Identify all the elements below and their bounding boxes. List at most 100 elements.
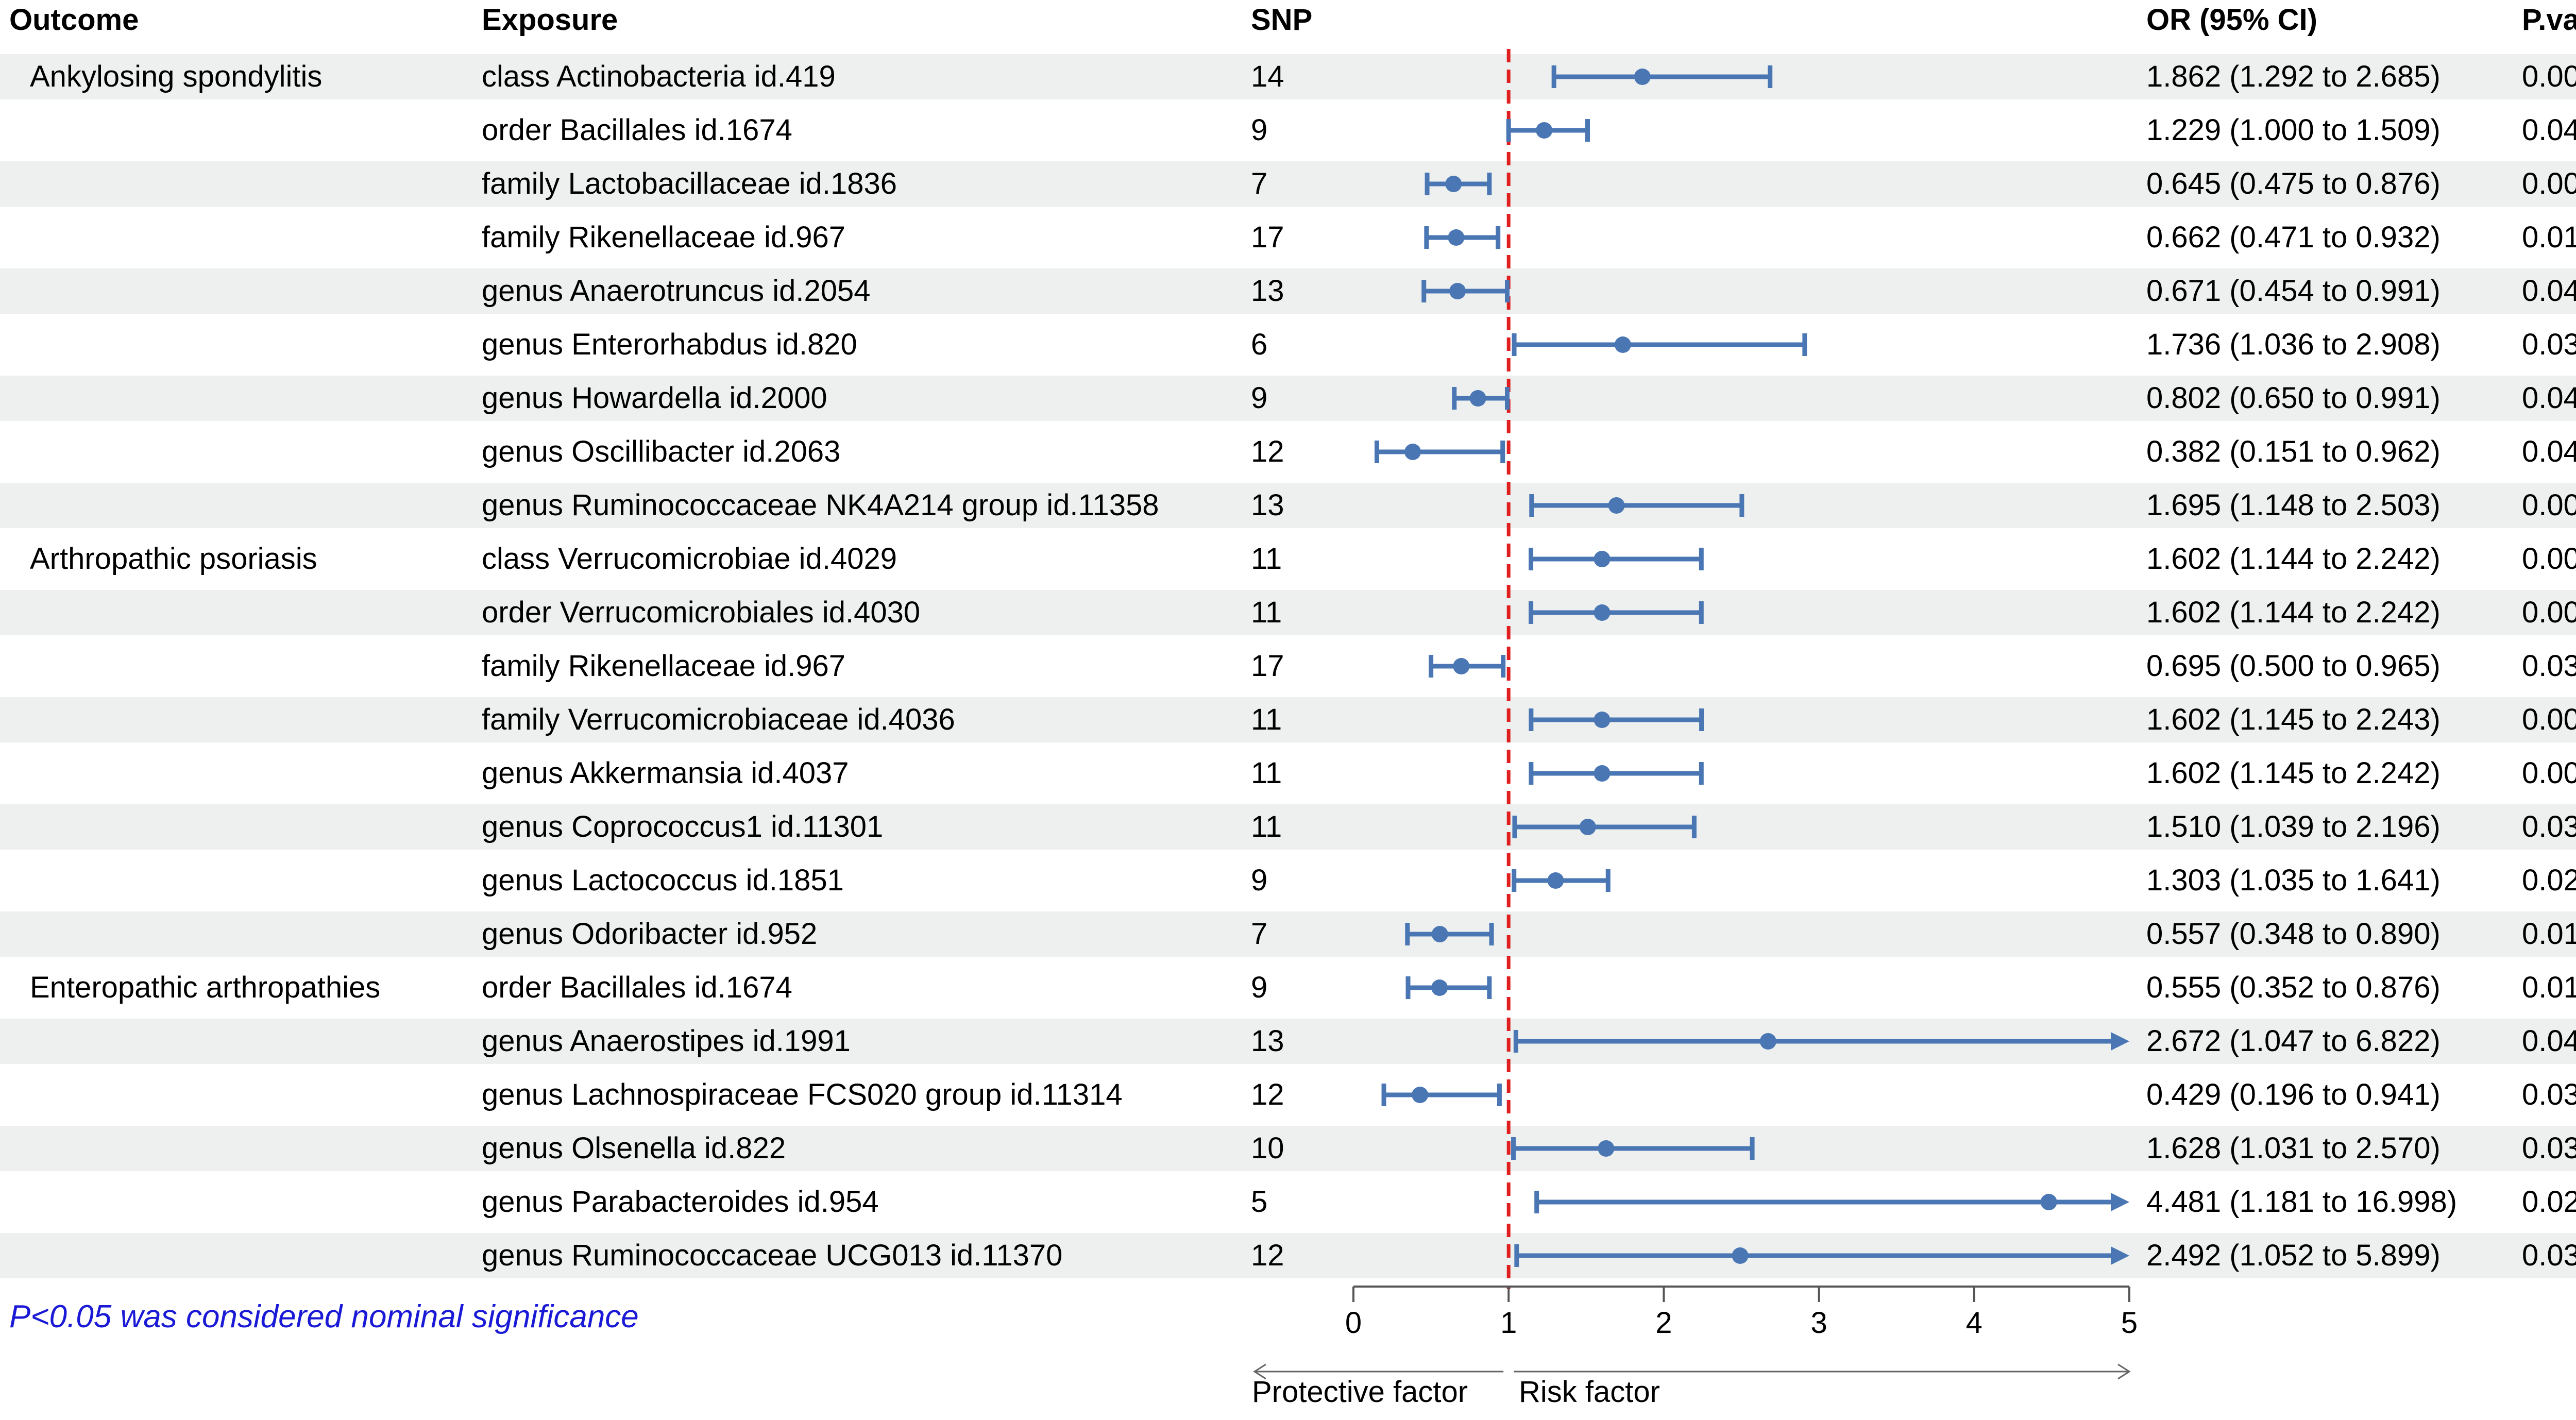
p-value-cell: 0.031	[2522, 810, 2576, 843]
point-estimate	[1431, 926, 1448, 942]
or-ci-cell: 1.628 (1.031 to 2.570)	[2146, 1131, 2441, 1165]
table-row: Ankylosing spondylitis class Actinobacter…	[0, 54, 2576, 99]
footnote: P<0.05 was considered nominal significan…	[9, 1299, 639, 1334]
snp-cell: 9	[1251, 113, 1268, 147]
snp-cell: 7	[1251, 917, 1268, 951]
p-value-cell: 0.006	[2522, 756, 2576, 790]
snp-cell: 11	[1251, 756, 1282, 790]
exposure-cell: genus Olsenella id.822	[482, 1131, 786, 1165]
table-row: genus Ruminococcaceae NK4A214 group id.1…	[0, 483, 2576, 528]
or-ci-cell: 0.695 (0.500 to 0.965)	[2146, 649, 2441, 683]
ci-arrow-head	[2111, 1193, 2129, 1211]
table-row: genus Ruminococcaceae UCG013 id.11370 12 2…	[0, 1233, 2576, 1278]
exposure-cell: genus Enterorhabdus id.820	[482, 328, 857, 361]
p-value-cell: 0.035	[2522, 1078, 2576, 1111]
table-row: genus Anaerostipes id.1991 13 2.672 (1.047…	[0, 1019, 2576, 1064]
or-ci-cell: 0.662 (0.471 to 0.932)	[2146, 221, 2441, 254]
exposure-cell: class Actinobacteria id.419	[482, 60, 836, 93]
point-estimate	[1579, 819, 1596, 835]
snp-cell: 12	[1251, 435, 1284, 468]
exposure-cell: class Verrucomicrobiae id.4029	[482, 542, 897, 576]
or-ci-cell: 1.510 (1.039 to 2.196)	[2146, 810, 2441, 843]
table-row: family Verrucomicrobiaceae id.4036 11 1.60…	[0, 697, 2576, 742]
or-ci-cell: 0.429 (0.196 to 0.941)	[2146, 1078, 2441, 1111]
point-estimate	[1759, 1033, 1776, 1050]
table-row: Enteropathic arthropathies order Bacillal…	[0, 965, 2576, 1010]
snp-cell: 9	[1251, 864, 1268, 897]
table-row: genus Lactococcus id.1851 9 1.303 (1.035 t…	[0, 858, 2576, 903]
point-estimate	[1448, 229, 1465, 246]
p-value-cell: 0.030	[2522, 649, 2576, 683]
table-row: genus Howardella id.2000 9 0.802 (0.650 to…	[0, 376, 2576, 421]
p-value-cell: 0.001	[2522, 60, 2576, 93]
table-row: genus Coprococcus1 id.11301 11 1.510 (1.03…	[0, 804, 2576, 850]
exposure-cell: genus Coprococcus1 id.11301	[482, 810, 884, 843]
exposure-cell: genus Parabacteroides id.954	[482, 1185, 879, 1219]
or-ci-cell: 1.695 (1.148 to 2.503)	[2146, 488, 2441, 522]
or-ci-cell: 1.602 (1.145 to 2.242)	[2146, 756, 2441, 790]
exposure-cell: genus Lachnospiraceae FCS020 group id.11…	[482, 1078, 1123, 1111]
point-estimate	[2040, 1194, 2057, 1210]
p-value-cell: 0.014	[2522, 917, 2576, 951]
snp-cell: 10	[1251, 1131, 1284, 1165]
p-value-cell: 0.005	[2522, 167, 2576, 200]
snp-cell: 12	[1251, 1239, 1284, 1272]
exposure-cell: genus Howardella id.2000	[482, 381, 827, 415]
or-ci-cell: 2.672 (1.047 to 6.822)	[2146, 1024, 2441, 1058]
exposure-cell: genus Anaerostipes id.1991	[482, 1024, 851, 1058]
p-value-cell: 0.038	[2522, 1239, 2576, 1272]
header-or-ci: OR (95% CI)	[2146, 3, 2317, 37]
table-row: genus Akkermansia id.4037 11 1.602 (1.145 …	[0, 751, 2576, 796]
x-tick-label: 1	[1500, 1306, 1517, 1340]
p-value-cell: 0.011	[2522, 971, 2576, 1004]
table-row: genus Anaerotruncus id.2054 13 0.671 (0.45…	[0, 268, 2576, 314]
exposure-cell: genus Lactococcus id.1851	[482, 864, 844, 897]
or-ci-cell: 0.382 (0.151 to 0.962)	[2146, 435, 2441, 468]
header-p-value: P.value	[2522, 3, 2576, 37]
or-ci-cell: 0.802 (0.650 to 0.991)	[2146, 381, 2441, 415]
header-outcome: Outcome	[9, 3, 139, 37]
snp-cell: 11	[1251, 596, 1282, 629]
risk-arrow-head	[2117, 1363, 2131, 1380]
outcome-cell: Enteropathic arthropathies	[30, 971, 381, 1004]
or-ci-cell: 1.602 (1.144 to 2.242)	[2146, 542, 2441, 576]
x-tick-label: 2	[1655, 1306, 1672, 1340]
header-exposure: Exposure	[482, 3, 618, 37]
snp-cell: 9	[1251, 381, 1268, 415]
or-ci-cell: 1.602 (1.144 to 2.242)	[2146, 596, 2441, 629]
exposure-cell: family Rikenellaceae id.967	[482, 649, 846, 683]
p-value-cell: 0.041	[2522, 381, 2576, 415]
exposure-cell: order Bacillales id.1674	[482, 971, 792, 1004]
table-row: family Rikenellaceae id.967 17 0.695 (0.50…	[0, 644, 2576, 689]
table-row: genus Enterorhabdus id.820 6 1.736 (1.036 …	[0, 322, 2576, 367]
point-estimate	[1547, 872, 1564, 889]
table-row: Arthropathic psoriasis class Verrucomicro…	[0, 536, 2576, 582]
table-row: order Bacillales id.1674 9 1.229 (1.000 to…	[0, 108, 2576, 153]
snp-cell: 11	[1251, 542, 1282, 576]
p-value-cell: 0.045	[2522, 274, 2576, 308]
p-value-cell: 0.008	[2522, 488, 2576, 522]
snp-cell: 11	[1251, 703, 1282, 736]
snp-cell: 14	[1251, 60, 1284, 93]
or-ci-cell: 0.645 (0.475 to 0.876)	[2146, 167, 2441, 200]
exposure-cell: genus Akkermansia id.4037	[482, 756, 849, 790]
ci-arrow-head	[2111, 1032, 2129, 1051]
point-estimate	[1598, 1140, 1615, 1157]
p-value-cell: 0.027	[2522, 1185, 2576, 1219]
point-estimate	[1594, 551, 1611, 567]
or-ci-cell: 1.862 (1.292 to 2.685)	[2146, 60, 2441, 93]
exposure-cell: order Bacillales id.1674	[482, 113, 792, 147]
point-estimate	[1608, 497, 1625, 514]
p-value-cell: 0.040	[2522, 1024, 2576, 1058]
snp-cell: 13	[1251, 274, 1284, 308]
x-tick-label: 4	[1966, 1306, 1982, 1340]
p-value-cell: 0.006	[2522, 596, 2576, 629]
x-tick-label: 5	[2121, 1306, 2138, 1340]
p-value-cell: 0.006	[2522, 542, 2576, 576]
p-value-cell: 0.018	[2522, 221, 2576, 254]
header-snp: SNP	[1251, 3, 1313, 37]
or-ci-cell: 1.602 (1.145 to 2.243)	[2146, 703, 2441, 736]
snp-cell: 17	[1251, 221, 1284, 254]
snp-cell: 5	[1251, 1185, 1268, 1219]
